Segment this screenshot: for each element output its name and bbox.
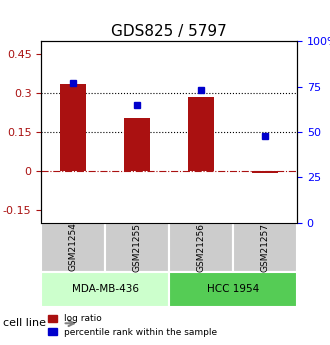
FancyBboxPatch shape bbox=[169, 272, 297, 307]
Bar bbox=[252, 171, 278, 173]
Legend: log ratio, percentile rank within the sample: log ratio, percentile rank within the sa… bbox=[44, 311, 221, 341]
FancyBboxPatch shape bbox=[233, 223, 297, 272]
FancyBboxPatch shape bbox=[41, 272, 169, 307]
Text: GSM21256: GSM21256 bbox=[197, 223, 206, 272]
Bar bbox=[60, 84, 86, 171]
Text: HCC 1954: HCC 1954 bbox=[207, 284, 259, 294]
Text: GSM21255: GSM21255 bbox=[133, 223, 142, 272]
FancyBboxPatch shape bbox=[169, 223, 233, 272]
Text: GSM21254: GSM21254 bbox=[69, 223, 78, 272]
FancyBboxPatch shape bbox=[41, 223, 105, 272]
FancyBboxPatch shape bbox=[105, 223, 169, 272]
Text: GSM21257: GSM21257 bbox=[260, 223, 270, 272]
Text: MDA-MB-436: MDA-MB-436 bbox=[72, 284, 139, 294]
Bar bbox=[124, 118, 150, 171]
Text: cell line: cell line bbox=[3, 318, 46, 327]
Bar bbox=[188, 97, 214, 171]
Title: GDS825 / 5797: GDS825 / 5797 bbox=[111, 24, 227, 39]
